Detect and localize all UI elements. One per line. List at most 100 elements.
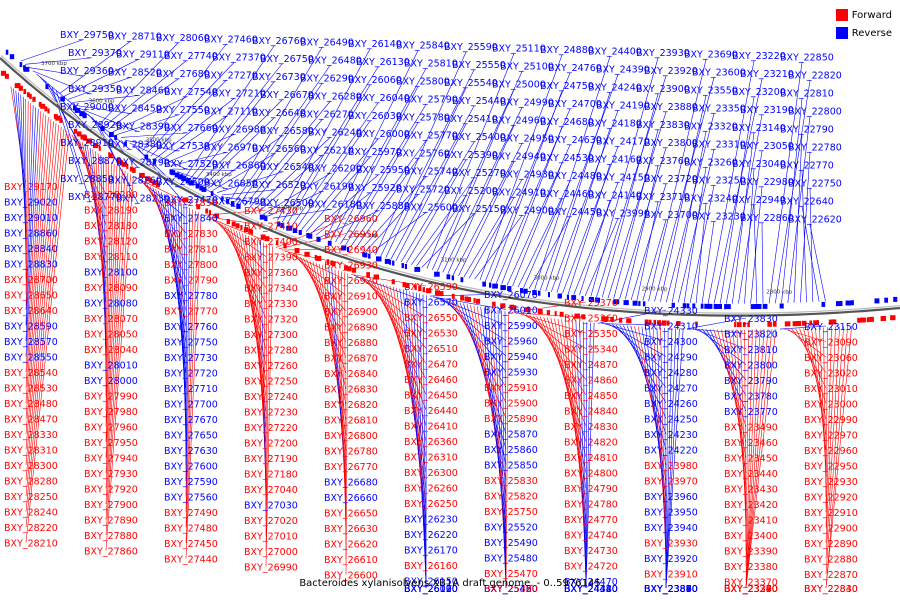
reverse-gene (280, 223, 285, 228)
forward-gene-label: BXY_27340 (244, 284, 298, 295)
reverse-gene (588, 297, 594, 302)
reverse-gene (316, 236, 321, 242)
reverse-gene (264, 216, 268, 222)
forward-gene-label: BXY_28090 (84, 283, 138, 294)
reverse-connector (71, 95, 139, 103)
reverse-gene-label: BXY_23990 (596, 209, 650, 220)
reverse-gene-label: BXY_27540 (164, 87, 218, 98)
forward-gene-label: BXY_26940 (324, 245, 378, 256)
reverse-gene-label: BXY_27460 (204, 35, 258, 46)
forward-gene-label: BXY_28210 (4, 539, 58, 550)
forward-gene (129, 166, 134, 172)
forward-gene (29, 93, 32, 99)
forward-gene-label: BXY_27890 (84, 516, 138, 527)
reverse-connector (310, 174, 379, 234)
forward-gene-label: BXY_23390 (724, 547, 778, 558)
forward-gene-label: BXY_22900 (804, 524, 858, 535)
forward-connector (825, 326, 832, 528)
forward-gene (460, 295, 464, 301)
forward-connector (25, 130, 67, 528)
reverse-connector (446, 299, 507, 372)
forward-gene-label: BXY_26910 (324, 292, 378, 303)
reverse-gene (708, 303, 713, 309)
reverse-connector (497, 309, 507, 589)
forward-connector (105, 163, 115, 443)
reverse-gene-label: BXY_24950 (500, 134, 554, 145)
forward-connector (745, 329, 761, 589)
forward-gene-label: BXY_23010 (804, 384, 858, 395)
forward-gene (626, 318, 632, 324)
reverse-gene-label: BXY_23800 (644, 138, 698, 149)
forward-gene-label: BXY_26840 (324, 369, 378, 380)
forward-gene (182, 197, 189, 203)
reverse-gene (557, 293, 562, 299)
forward-gene-label: BXY_26650 (324, 509, 378, 520)
forward-gene (880, 316, 886, 321)
reverse-gene (414, 266, 421, 272)
forward-gene-label: BXY_27040 (244, 485, 298, 496)
forward-gene (869, 316, 874, 322)
reverse-gene (460, 277, 464, 283)
forward-gene-label: BXY_24860 (564, 376, 618, 387)
reverse-gene-label: BXY_24680 (540, 117, 594, 128)
forward-connector (227, 226, 267, 335)
reverse-gene-label: BXY_28060 (156, 33, 210, 44)
forward-connector (518, 313, 587, 334)
forward-gene-label: BXY_27000 (244, 547, 298, 558)
forward-gene (787, 321, 791, 327)
reverse-gene-label: BXY_28380 (108, 140, 162, 151)
reverse-gene-label: BXY_23050 (740, 141, 794, 152)
forward-connector (337, 270, 347, 529)
forward-gene-label: BXY_28700 (4, 275, 58, 286)
forward-gene-label: BXY_26470 (404, 360, 458, 371)
forward-connector (449, 300, 507, 388)
reverse-connector (452, 143, 523, 275)
forward-connector (515, 312, 587, 318)
reverse-gene-label: BXY_23870 (644, 584, 698, 595)
forward-connector (265, 243, 267, 536)
reverse-connector (212, 153, 275, 191)
reverse-gene-label: BXY_28590 (4, 322, 58, 333)
reverse-gene-label: BXY_28710 (108, 32, 162, 43)
reverse-gene-label: BXY_26150 (404, 577, 458, 588)
reverse-gene-label: BXY_26110 (404, 584, 458, 595)
reverse-gene (5, 49, 9, 55)
reverse-connector (677, 149, 715, 303)
reverse-gene (306, 233, 310, 238)
reverse-gene-label: BXY_26030 (348, 111, 402, 122)
reverse-connector (713, 78, 763, 304)
forward-gene (801, 320, 807, 326)
reverse-connector (506, 144, 571, 286)
reverse-gene-label: BXY_26640 (252, 108, 306, 119)
reverse-connector (490, 90, 563, 283)
reverse-gene-label: BXY_28840 (4, 244, 58, 255)
forward-gene-label: BXY_27410 (244, 222, 298, 233)
forward-gene (792, 321, 797, 327)
reverse-gene-label: BXY_25000 (492, 80, 546, 91)
reverse-gene-label: BXY_26170 (404, 546, 458, 557)
forward-gene (524, 307, 531, 313)
forward-connector (185, 212, 199, 544)
reverse-connector (405, 159, 467, 264)
reverse-gene-label: BXY_23710 (636, 192, 690, 203)
reverse-connector (437, 89, 515, 272)
reverse-connector (801, 170, 807, 303)
reverse-connector (501, 126, 563, 285)
forward-gene-label: BXY_26900 (324, 307, 378, 318)
forward-gene-label: BXY_28300 (4, 461, 58, 472)
reverse-connector (263, 173, 331, 215)
reverse-gene-label: BXY_28390 (116, 122, 170, 133)
reverse-gene-label: BXY_25440 (452, 96, 506, 107)
forward-gene (73, 128, 78, 134)
reverse-gene-label: BXY_25490 (484, 538, 538, 549)
reverse-connector (28, 67, 83, 77)
reverse-connector (253, 137, 331, 211)
forward-gene-label: BXY_27330 (244, 299, 298, 310)
reverse-gene-label: BXY_23320 (684, 122, 738, 133)
reverse-gene-label: BXY_24290 (644, 353, 698, 364)
reverse-connector (198, 99, 283, 184)
forward-connector (105, 167, 120, 474)
forward-gene (373, 274, 379, 280)
reverse-connector (301, 138, 379, 230)
reverse-connector (185, 206, 188, 482)
